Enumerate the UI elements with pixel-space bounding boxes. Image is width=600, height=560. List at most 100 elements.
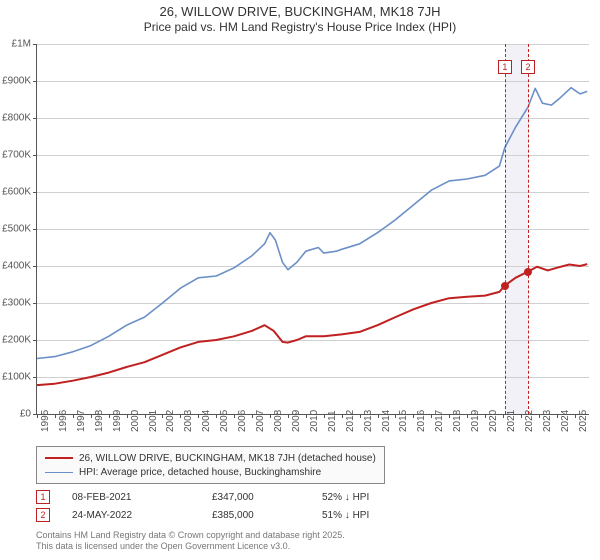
legend-row-1: 26, WILLOW DRIVE, BUCKINGHAM, MK18 7JH (… (45, 451, 376, 465)
transaction-price-1: £347,000 (212, 492, 322, 503)
x-axis-label: 2025 (578, 410, 589, 432)
tick-x (449, 414, 450, 418)
transaction-date-1: 08-FEB-2021 (72, 492, 212, 503)
legend-label-price-paid: 26, WILLOW DRIVE, BUCKINGHAM, MK18 7JH (… (79, 453, 376, 464)
transaction-dot (501, 282, 509, 290)
y-axis-label: £500K (0, 224, 31, 235)
title-line-2: Price paid vs. HM Land Registry's House … (0, 20, 600, 34)
legend-row-2: HPI: Average price, detached house, Buck… (45, 465, 376, 479)
tick-x (270, 414, 271, 418)
transaction-vline (505, 44, 506, 414)
tick-x (413, 414, 414, 418)
tick-y (33, 377, 37, 378)
transaction-date-2: 24-MAY-2022 (72, 510, 212, 521)
tick-x (324, 414, 325, 418)
x-axis-label: 2022 (524, 410, 535, 432)
x-axis-label: 2001 (148, 410, 159, 432)
x-axis-label: 2014 (381, 410, 392, 432)
tick-x (91, 414, 92, 418)
x-axis-label: 2009 (291, 410, 302, 432)
y-axis-label: £900K (0, 76, 31, 87)
tick-y (33, 81, 37, 82)
tick-y (33, 44, 37, 45)
tick-y (33, 192, 37, 193)
footer: Contains HM Land Registry data © Crown c… (36, 530, 345, 552)
tick-x (198, 414, 199, 418)
x-axis-label: 2024 (560, 410, 571, 432)
tick-x (557, 414, 558, 418)
transaction-label-box: 1 (498, 60, 512, 74)
transaction-price-2: £385,000 (212, 510, 322, 521)
transaction-marker-2: 2 (36, 508, 50, 522)
tick-y (33, 118, 37, 119)
x-axis-label: 2005 (219, 410, 230, 432)
y-axis-label: £600K (0, 187, 31, 198)
y-axis-label: £1M (0, 39, 31, 50)
title-block: 26, WILLOW DRIVE, BUCKINGHAM, MK18 7JH P… (0, 0, 600, 34)
transaction-dot (524, 268, 532, 276)
transaction-label-box: 2 (521, 60, 535, 74)
x-axis-label: 2004 (201, 410, 212, 432)
x-axis-label: 1999 (112, 410, 123, 432)
y-axis-label: £100K (0, 372, 31, 383)
tick-x (485, 414, 486, 418)
x-axis-label: 2000 (130, 410, 141, 432)
tick-x (503, 414, 504, 418)
tick-x (162, 414, 163, 418)
tick-x (73, 414, 74, 418)
tick-x (467, 414, 468, 418)
x-axis-label: 2008 (273, 410, 284, 432)
x-axis-label: 1998 (94, 410, 105, 432)
tick-x (145, 414, 146, 418)
y-axis-label: £200K (0, 335, 31, 346)
legend: 26, WILLOW DRIVE, BUCKINGHAM, MK18 7JH (… (36, 446, 385, 484)
transaction-marker-1: 1 (36, 490, 50, 504)
tick-y (33, 266, 37, 267)
x-axis-label: 1997 (76, 410, 87, 432)
tick-x (234, 414, 235, 418)
tick-x (539, 414, 540, 418)
footer-line-1: Contains HM Land Registry data © Crown c… (36, 530, 345, 541)
x-axis-label: 2007 (255, 410, 266, 432)
x-axis-label: 2011 (327, 410, 338, 432)
x-axis-label: 2021 (506, 410, 517, 432)
y-axis-label: £800K (0, 113, 31, 124)
chart-container: 26, WILLOW DRIVE, BUCKINGHAM, MK18 7JH P… (0, 0, 600, 560)
tick-y (33, 303, 37, 304)
x-axis-label: 2017 (434, 410, 445, 432)
tick-x (180, 414, 181, 418)
transaction-row-1: 1 08-FEB-2021 £347,000 52% ↓ HPI (36, 488, 462, 506)
tick-y (33, 340, 37, 341)
tick-x (342, 414, 343, 418)
tick-x (395, 414, 396, 418)
y-axis-label: £0 (0, 409, 31, 420)
tick-x (575, 414, 576, 418)
tick-x (109, 414, 110, 418)
transaction-vs-hpi-2: 51% ↓ HPI (322, 510, 462, 521)
footer-line-2: This data is licensed under the Open Gov… (36, 541, 345, 552)
legend-swatch-hpi (45, 472, 73, 473)
tick-y (33, 155, 37, 156)
chart-area: £0£100K£200K£300K£400K£500K£600K£700K£80… (36, 44, 588, 414)
transaction-vline (528, 44, 529, 414)
tick-x (521, 414, 522, 418)
x-axis-label: 2012 (345, 410, 356, 432)
line-layer (37, 44, 589, 414)
transaction-row-2: 2 24-MAY-2022 £385,000 51% ↓ HPI (36, 506, 462, 524)
tick-x (37, 414, 38, 418)
x-axis-label: 2019 (470, 410, 481, 432)
x-axis-label: 2015 (398, 410, 409, 432)
transactions-table: 1 08-FEB-2021 £347,000 52% ↓ HPI 2 24-MA… (36, 488, 462, 524)
y-axis-label: £700K (0, 150, 31, 161)
tick-y (33, 229, 37, 230)
tick-x (216, 414, 217, 418)
x-axis-label: 2003 (183, 410, 194, 432)
tick-x (360, 414, 361, 418)
legend-label-hpi: HPI: Average price, detached house, Buck… (79, 467, 321, 478)
tick-x (127, 414, 128, 418)
tick-x (252, 414, 253, 418)
plot-region: £0£100K£200K£300K£400K£500K£600K£700K£80… (36, 44, 589, 415)
tick-x (306, 414, 307, 418)
tick-x (378, 414, 379, 418)
legend-swatch-price-paid (45, 457, 73, 459)
